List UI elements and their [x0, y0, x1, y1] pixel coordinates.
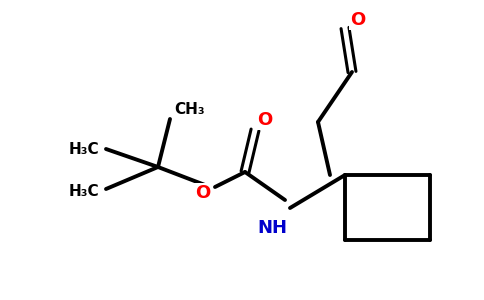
Text: O: O: [196, 184, 211, 202]
Text: H₃C: H₃C: [69, 184, 99, 199]
Text: H₃C: H₃C: [69, 142, 99, 157]
Text: O: O: [257, 111, 272, 129]
Text: O: O: [350, 11, 365, 29]
Text: CH₃: CH₃: [175, 101, 205, 116]
Text: NH: NH: [257, 219, 287, 237]
